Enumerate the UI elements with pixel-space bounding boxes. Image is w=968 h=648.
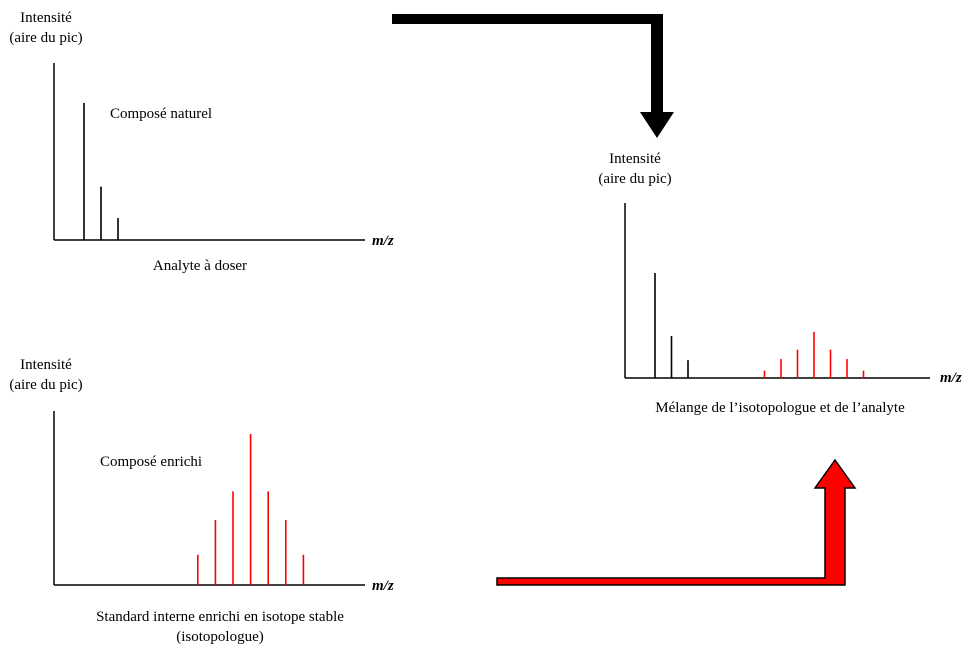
mixture-ylabel-line1: Intensité: [609, 151, 661, 167]
standard-xlabel: m/z: [372, 578, 394, 594]
standard-ylabel-line2: (aire du pic): [9, 377, 83, 393]
mixture-ylabel: Intensité (aire du pic): [580, 149, 690, 189]
analyte-ylabel-line2: (aire du pic): [9, 30, 83, 46]
analyte-annotation: Composé naturel: [110, 106, 213, 122]
analyte-ylabel: Intensité (aire du pic): [6, 8, 86, 48]
arrow-down-icon: [392, 14, 674, 138]
mixture-caption: Mélange de l’isotopologue et de l’analyt…: [655, 400, 905, 416]
standard-caption-line2: (isotopologue): [176, 629, 264, 645]
standard-annotation: Composé enrichi: [100, 454, 203, 470]
mixture-ylabel-line2: (aire du pic): [598, 171, 672, 187]
standard-ylabel-line1: Intensité: [20, 357, 72, 373]
standard-axes: [53, 411, 365, 586]
analyte-spectrum: [83, 103, 119, 240]
mixture-xlabel: m/z: [940, 370, 962, 386]
analyte-xlabel: m/z: [372, 233, 394, 249]
analyte-caption: Analyte à doser: [152, 258, 248, 274]
mixture-spectrum: [654, 273, 865, 378]
standard-caption-line1: Standard interne enrichi en isotope stab…: [96, 609, 344, 625]
standard-ylabel: Intensité (aire du pic): [6, 355, 86, 395]
analyte-axes: [53, 63, 365, 241]
mixture-axes: [624, 203, 930, 379]
arrow-up-icon: [496, 458, 857, 586]
analyte-ylabel-line1: Intensité: [20, 10, 72, 26]
standard-spectrum: [197, 434, 305, 585]
standard-caption: Standard interne enrichi en isotope stab…: [40, 607, 400, 647]
